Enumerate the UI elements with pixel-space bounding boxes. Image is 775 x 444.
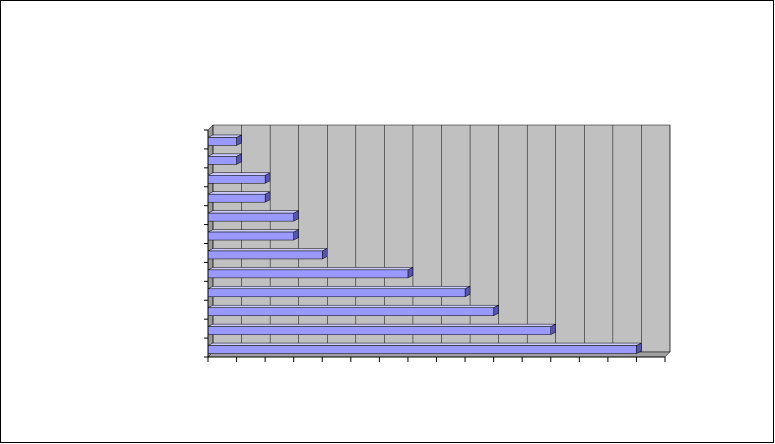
bar-front xyxy=(207,137,237,146)
bar-front xyxy=(207,193,266,203)
bar-front xyxy=(207,250,323,260)
bar-top xyxy=(207,210,299,214)
bar xyxy=(207,304,499,317)
bar-front xyxy=(207,156,237,165)
bar-top xyxy=(207,229,299,233)
bar-top xyxy=(207,267,414,271)
bar xyxy=(207,134,242,146)
bar xyxy=(207,285,471,298)
bar xyxy=(207,266,414,279)
bar-front xyxy=(207,269,409,279)
bar-front xyxy=(207,345,637,354)
bar-top xyxy=(207,172,271,176)
bar xyxy=(207,191,271,203)
bar-front xyxy=(207,326,551,335)
bar xyxy=(207,323,556,336)
bar-front xyxy=(207,307,494,316)
bar xyxy=(207,210,299,222)
bar-top xyxy=(207,153,242,157)
bar-front xyxy=(207,231,294,241)
bar-top xyxy=(207,248,328,252)
bar xyxy=(207,172,271,184)
bar-top xyxy=(207,323,556,327)
bar-front xyxy=(207,175,266,184)
bar-front xyxy=(207,288,466,298)
bar-top xyxy=(207,191,271,195)
bar-top xyxy=(207,304,499,308)
bar-front xyxy=(207,212,294,222)
bars xyxy=(207,134,642,354)
bar-top xyxy=(207,134,242,138)
bar-top xyxy=(207,286,471,290)
bar xyxy=(207,342,642,354)
bar xyxy=(207,229,299,241)
bar xyxy=(207,153,242,165)
bar-top xyxy=(207,342,642,346)
bar xyxy=(207,248,328,260)
